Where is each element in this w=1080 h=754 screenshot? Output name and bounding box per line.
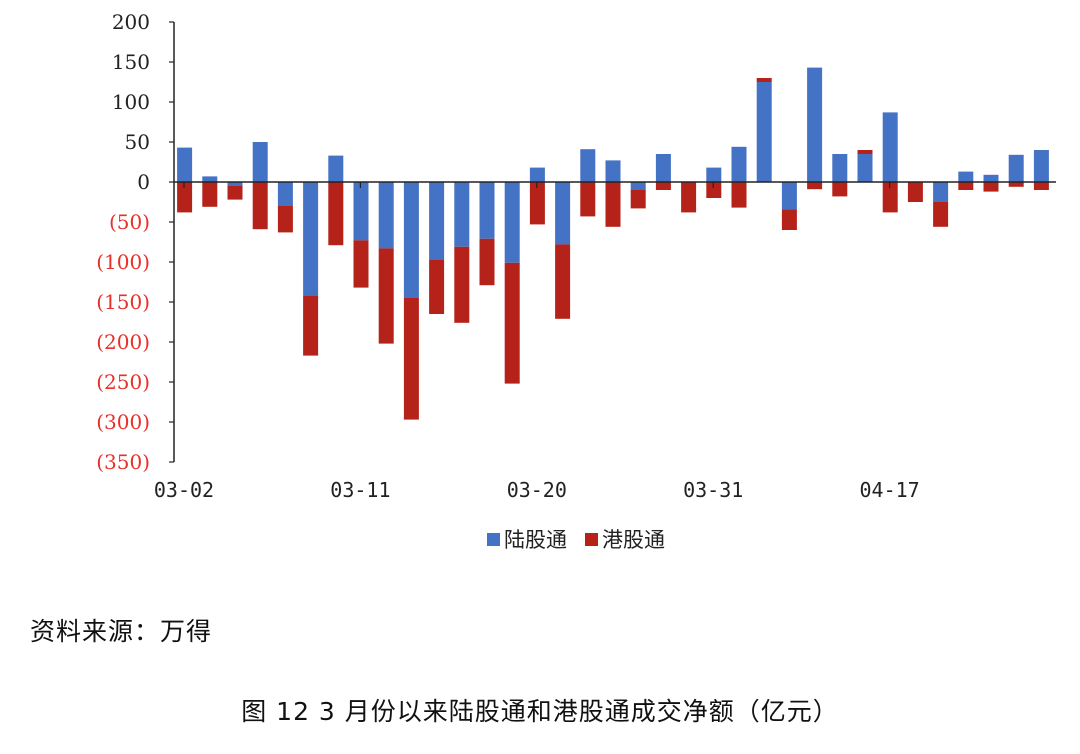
x-tick-label: 03-11	[330, 478, 390, 502]
y-tick-label: 150	[112, 50, 150, 74]
bar-northbound	[756, 82, 772, 182]
bar-southbound	[655, 182, 671, 190]
y-tick-label: (300)	[96, 410, 150, 434]
bar-southbound	[907, 182, 923, 202]
y-tick-label: (250)	[96, 370, 150, 394]
y-tick-label: 200	[112, 10, 150, 34]
bar-southbound	[504, 262, 520, 384]
source-note: 资料来源：万得	[30, 617, 213, 646]
bar-southbound	[983, 182, 999, 192]
y-tick-label: (350)	[96, 450, 150, 474]
legend-item-northbound: 陆股通	[487, 524, 567, 554]
bar-northbound	[252, 142, 268, 182]
bar-northbound	[177, 147, 193, 182]
chart: 200 150 100 50 0 (50) (100) (150) (200) (250) (300…	[96, 10, 1056, 502]
bar-northbound	[580, 149, 596, 182]
bar-southbound	[706, 182, 722, 198]
bar-southbound	[227, 186, 243, 200]
legend-item-southbound: 港股通	[585, 524, 665, 554]
bar-southbound	[378, 248, 394, 344]
bar-southbound	[555, 244, 571, 319]
bar-southbound	[277, 206, 293, 233]
legend-swatch-northbound	[487, 532, 500, 546]
legend-label-southbound: 港股通	[602, 528, 665, 552]
bar-southbound	[605, 182, 621, 227]
bar-northbound	[555, 182, 571, 245]
y-tick-label: 100	[112, 90, 150, 114]
y-tick-label: (200)	[96, 330, 150, 354]
y-tick-label: (100)	[96, 250, 150, 274]
bar-southbound	[731, 182, 747, 208]
bar-northbound	[605, 160, 621, 182]
bar-northbound	[303, 182, 319, 296]
bar-southbound	[177, 182, 193, 213]
bar-southbound	[857, 150, 873, 154]
bar-northbound	[655, 154, 671, 182]
legend-label-northbound: 陆股通	[504, 528, 567, 552]
bar-northbound	[1008, 154, 1024, 182]
y-tick-label: 0	[137, 170, 150, 194]
bar-northbound	[504, 182, 520, 263]
x-axis: 03-02 03-11 03-20 03-31 04-17	[154, 181, 1056, 502]
chart-bars	[177, 67, 1049, 420]
x-tick-label: 03-31	[683, 478, 743, 502]
x-tick-label: 04-17	[859, 478, 919, 502]
bar-southbound	[756, 78, 772, 82]
bar-southbound	[202, 182, 218, 207]
bar-southbound	[353, 240, 369, 288]
legend-swatch-southbound	[585, 532, 598, 546]
bar-northbound	[983, 174, 999, 182]
legend: 陆股通 港股通	[487, 524, 683, 554]
bar-southbound	[933, 202, 949, 227]
bar-northbound	[630, 182, 646, 190]
bar-northbound	[429, 182, 445, 260]
bar-northbound	[529, 167, 545, 182]
bar-southbound	[429, 259, 445, 314]
y-tick-label: (150)	[96, 290, 150, 314]
bar-northbound	[454, 182, 470, 247]
figure-caption: 图 12 3 月份以来陆股通和港股通成交净额（亿元）	[241, 697, 839, 726]
bar-southbound	[479, 238, 495, 286]
bar-northbound	[832, 154, 848, 182]
bar-northbound	[1033, 150, 1049, 182]
bar-northbound	[807, 67, 823, 182]
bar-northbound	[958, 171, 974, 182]
bar-southbound	[681, 182, 697, 213]
bar-southbound	[882, 182, 898, 213]
bar-southbound	[1008, 182, 1024, 187]
bar-northbound	[731, 146, 747, 182]
bar-southbound	[807, 182, 823, 190]
bar-northbound	[933, 182, 949, 202]
bar-northbound	[202, 176, 218, 182]
bar-southbound	[529, 182, 545, 225]
bar-southbound	[303, 295, 319, 356]
bar-southbound	[580, 182, 596, 217]
bar-southbound	[832, 182, 848, 197]
bar-southbound	[454, 246, 470, 323]
bar-northbound	[328, 155, 344, 182]
bar-northbound	[227, 182, 243, 186]
bar-northbound	[706, 167, 722, 182]
bar-southbound	[630, 190, 646, 209]
bar-northbound	[781, 182, 797, 210]
bar-northbound	[353, 182, 369, 241]
bar-northbound	[882, 112, 898, 182]
bar-southbound	[328, 182, 344, 246]
x-tick-label: 03-20	[507, 478, 567, 502]
bar-southbound	[403, 298, 419, 420]
y-tick-label: (50)	[109, 210, 150, 234]
bar-northbound	[857, 154, 873, 182]
bar-northbound	[479, 182, 495, 239]
x-tick-label: 03-02	[154, 478, 214, 502]
bar-southbound	[252, 182, 268, 230]
bar-southbound	[958, 182, 974, 190]
bar-southbound	[1033, 182, 1049, 190]
bar-northbound	[277, 182, 293, 206]
bar-northbound	[403, 182, 419, 298]
y-tick-label: 50	[125, 130, 150, 154]
y-axis: 200 150 100 50 0 (50) (100) (150) (200) (250) (300…	[96, 10, 175, 474]
bar-northbound	[378, 182, 394, 249]
bar-southbound	[781, 209, 797, 230]
